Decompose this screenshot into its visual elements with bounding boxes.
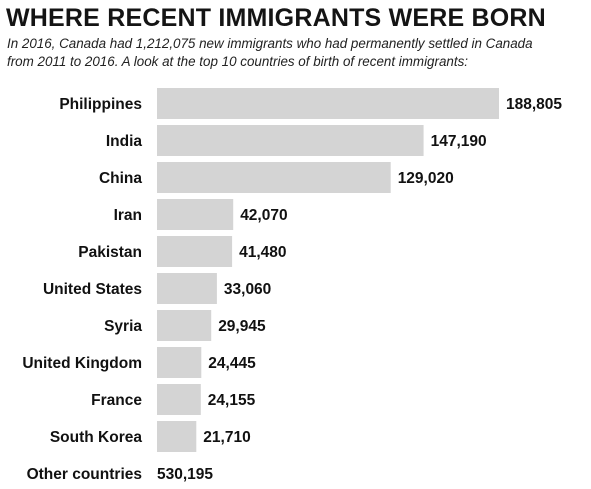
- category-label-india: India: [106, 133, 143, 150]
- value-label-south-korea: 21,710: [203, 429, 250, 446]
- bar-india: [157, 125, 424, 156]
- other-countries-label: Other countries: [27, 466, 142, 483]
- value-label-iran: 42,070: [240, 207, 287, 224]
- value-label-philippines: 188,805: [506, 96, 562, 113]
- value-label-syria: 29,945: [218, 318, 266, 335]
- bar-iran: [157, 199, 234, 230]
- bar-syria: [157, 310, 212, 341]
- category-label-south-korea: South Korea: [50, 429, 143, 446]
- other-countries-value: 530,195: [157, 466, 213, 483]
- labels-group: Philippines 188,805 India 147,190 China 129,0…: [22, 96, 562, 446]
- bar-philippines: [157, 88, 499, 119]
- bar-united-kingdom: [157, 347, 202, 378]
- value-label-united-states: 33,060: [224, 281, 271, 298]
- value-label-united-kingdom: 24,445: [208, 355, 256, 372]
- category-label-france: France: [91, 392, 142, 409]
- value-label-china: 129,020: [398, 170, 454, 187]
- category-label-pakistan: Pakistan: [78, 244, 142, 261]
- category-label-united-states: United States: [43, 281, 142, 298]
- category-label-philippines: Philippines: [59, 96, 142, 113]
- category-label-china: China: [99, 170, 142, 187]
- bar-south-korea: [157, 421, 197, 452]
- chart-subtitle: In 2016, Canada had 1,212,075 new immigr…: [7, 36, 533, 69]
- category-label-united-kingdom: United Kingdom: [22, 355, 142, 372]
- bars-group: [157, 88, 499, 452]
- value-label-pakistan: 41,480: [239, 244, 286, 261]
- category-label-iran: Iran: [114, 207, 142, 224]
- value-label-india: 147,190: [431, 133, 487, 150]
- bar-pakistan: [157, 236, 233, 267]
- bar-united-states: [157, 273, 217, 304]
- value-label-france: 24,155: [208, 392, 256, 409]
- chart-title: WHERE RECENT IMMIGRANTS WERE BORN: [6, 4, 546, 32]
- category-label-syria: Syria: [104, 318, 142, 335]
- bar-china: [157, 162, 391, 193]
- bar-france: [157, 384, 201, 415]
